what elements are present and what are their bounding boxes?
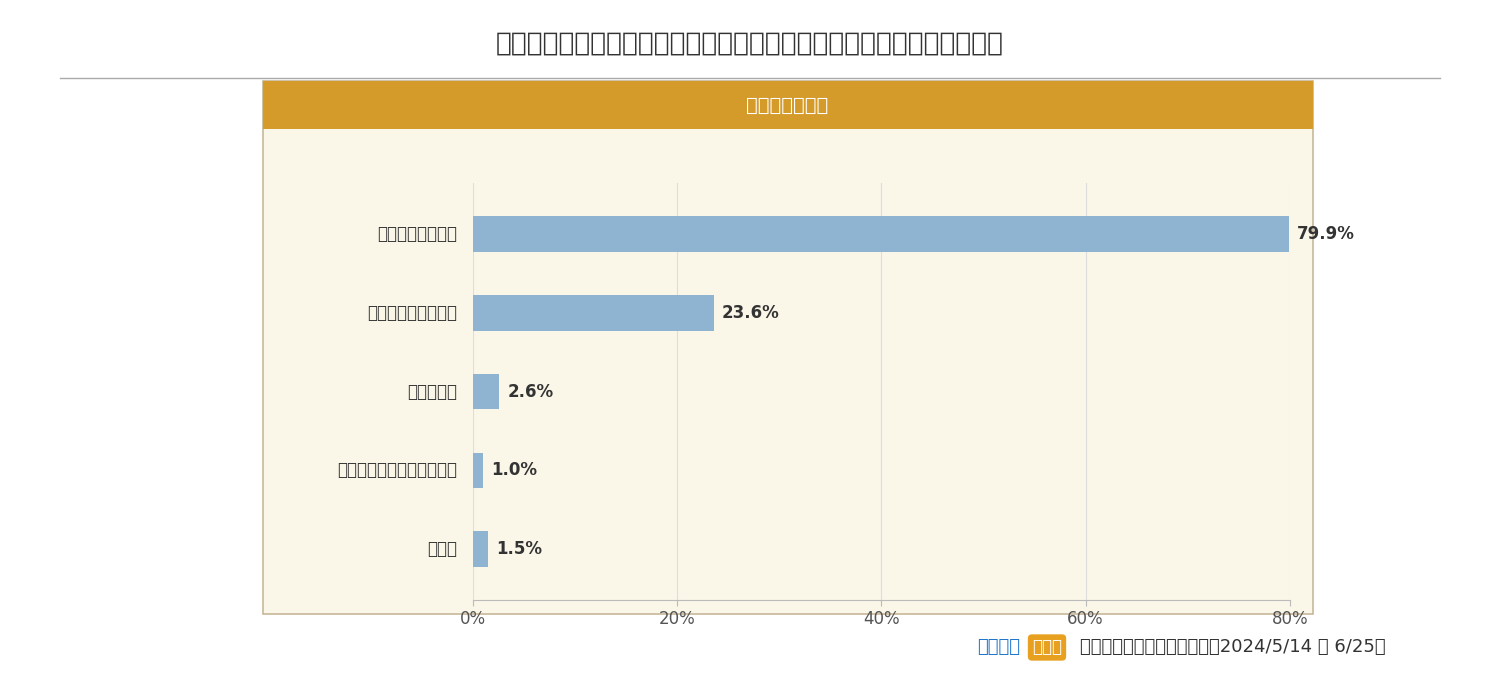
Text: ニフティ: ニフティ xyxy=(976,639,1020,656)
Bar xyxy=(472,374,500,410)
Bar xyxy=(472,216,1288,252)
Text: 79.9%: 79.9% xyxy=(1298,225,1354,243)
Text: 1.5%: 1.5% xyxy=(496,540,542,558)
Text: 2.6%: 2.6% xyxy=(507,382,554,401)
Text: パブリックビューイングで: パブリックビューイングで xyxy=(338,461,458,479)
Text: 今回のパリ五輪・パリパラ五輪はどうやって観戦する？　（複数選択）: 今回のパリ五輪・パリパラ五輪はどうやって観戦する？ （複数選択） xyxy=(496,31,1004,56)
Text: テレビ・ネットで: テレビ・ネットで xyxy=(378,225,458,243)
Text: 現地で観戦: 現地で観戦 xyxy=(408,382,458,401)
Text: キッズ: キッズ xyxy=(1032,639,1062,656)
Text: 1.0%: 1.0% xyxy=(490,461,537,479)
Bar xyxy=(472,531,488,567)
Text: 23.6%: 23.6% xyxy=(722,304,780,322)
Text: その他: その他 xyxy=(427,540,458,558)
Text: 小中学生グラフ: 小中学生グラフ xyxy=(747,96,828,115)
Text: 調べ（アンケート実施期間：2024/5/14 ～ 6/25）: 調べ（アンケート実施期間：2024/5/14 ～ 6/25） xyxy=(1080,639,1386,656)
Text: 観戦する予定はない: 観戦する予定はない xyxy=(368,304,458,322)
Bar xyxy=(472,452,483,488)
Bar xyxy=(472,295,714,331)
